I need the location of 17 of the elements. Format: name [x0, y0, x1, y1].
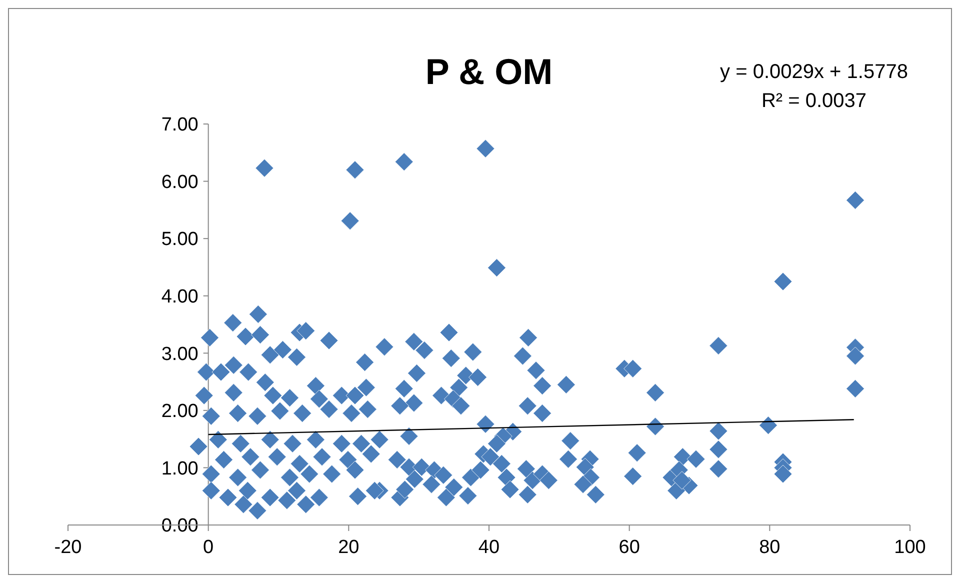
x-tick-label: 100: [894, 537, 926, 558]
x-tick-label: 0: [203, 537, 214, 558]
x-tick-label: 40: [478, 537, 500, 558]
y-tick-label: 4.00: [161, 286, 198, 308]
chart-title: P & OM: [425, 51, 553, 92]
x-tick-label: -20: [54, 537, 82, 558]
y-tick-label: 7.00: [161, 114, 198, 136]
text: y = 0.0029x + 1.5778: [720, 61, 908, 83]
y-tick-label: 2.00: [161, 401, 198, 422]
y-tick-label: 1.00: [161, 458, 198, 480]
y-tick-label: 6.00: [161, 172, 198, 193]
y-tick-label: 3.00: [161, 344, 198, 365]
y-tick-label: 5.00: [161, 229, 198, 250]
x-tick-label: 20: [338, 537, 360, 558]
x-tick-label: 80: [759, 537, 780, 558]
text: R² = 0.0037: [761, 90, 867, 112]
x-tick-label: 60: [618, 537, 640, 558]
